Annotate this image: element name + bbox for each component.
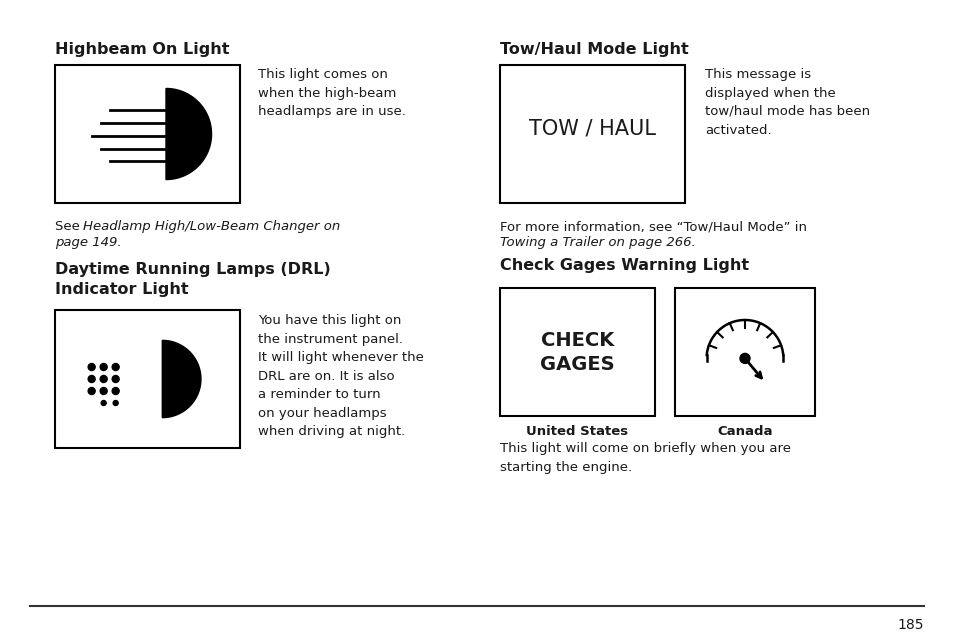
Text: You have this light on
the instrument panel.
It will light whenever the
DRL are : You have this light on the instrument pa…	[257, 314, 423, 438]
Circle shape	[88, 375, 95, 382]
Text: Towing a Trailer on page 266.: Towing a Trailer on page 266.	[499, 236, 695, 249]
Text: Canada: Canada	[717, 425, 772, 438]
Circle shape	[100, 387, 107, 394]
Text: CHECK: CHECK	[540, 331, 614, 350]
Bar	[499, 288, 655, 416]
Polygon shape	[162, 340, 201, 418]
Circle shape	[88, 364, 95, 371]
Circle shape	[101, 401, 106, 406]
Text: For more information, see “Tow/Haul Mode” in: For more information, see “Tow/Haul Mode…	[499, 220, 806, 233]
Bar	[675, 288, 814, 416]
Text: GAGES: GAGES	[539, 354, 614, 373]
Text: See: See	[55, 220, 84, 233]
Circle shape	[112, 364, 119, 371]
Circle shape	[88, 387, 95, 394]
Text: Headlamp High/Low-Beam Changer on: Headlamp High/Low-Beam Changer on	[83, 220, 340, 233]
Text: Highbeam On Light: Highbeam On Light	[55, 42, 230, 57]
Text: TOW / HAUL: TOW / HAUL	[529, 119, 656, 139]
Circle shape	[100, 364, 107, 371]
Circle shape	[740, 354, 749, 363]
Text: United States: United States	[526, 425, 628, 438]
Circle shape	[100, 375, 107, 382]
Text: page 149.: page 149.	[55, 236, 121, 249]
Text: This message is
displayed when the
tow/haul mode has been
activated.: This message is displayed when the tow/h…	[704, 68, 869, 137]
Text: This light comes on
when the high-beam
headlamps are in use.: This light comes on when the high-beam h…	[257, 68, 405, 118]
Text: 185: 185	[897, 618, 923, 632]
Circle shape	[112, 375, 119, 382]
Circle shape	[113, 401, 118, 406]
Text: Check Gages Warning Light: Check Gages Warning Light	[499, 258, 748, 273]
Text: Daytime Running Lamps (DRL): Daytime Running Lamps (DRL)	[55, 262, 331, 277]
Polygon shape	[166, 88, 212, 179]
Text: Tow/Haul Mode Light: Tow/Haul Mode Light	[499, 42, 688, 57]
Bar	[55, 310, 240, 448]
Bar	[499, 65, 684, 203]
Text: This light will come on briefly when you are
starting the engine.: This light will come on briefly when you…	[499, 442, 790, 473]
Bar	[55, 65, 240, 203]
Circle shape	[112, 387, 119, 394]
Text: Indicator Light: Indicator Light	[55, 282, 189, 297]
